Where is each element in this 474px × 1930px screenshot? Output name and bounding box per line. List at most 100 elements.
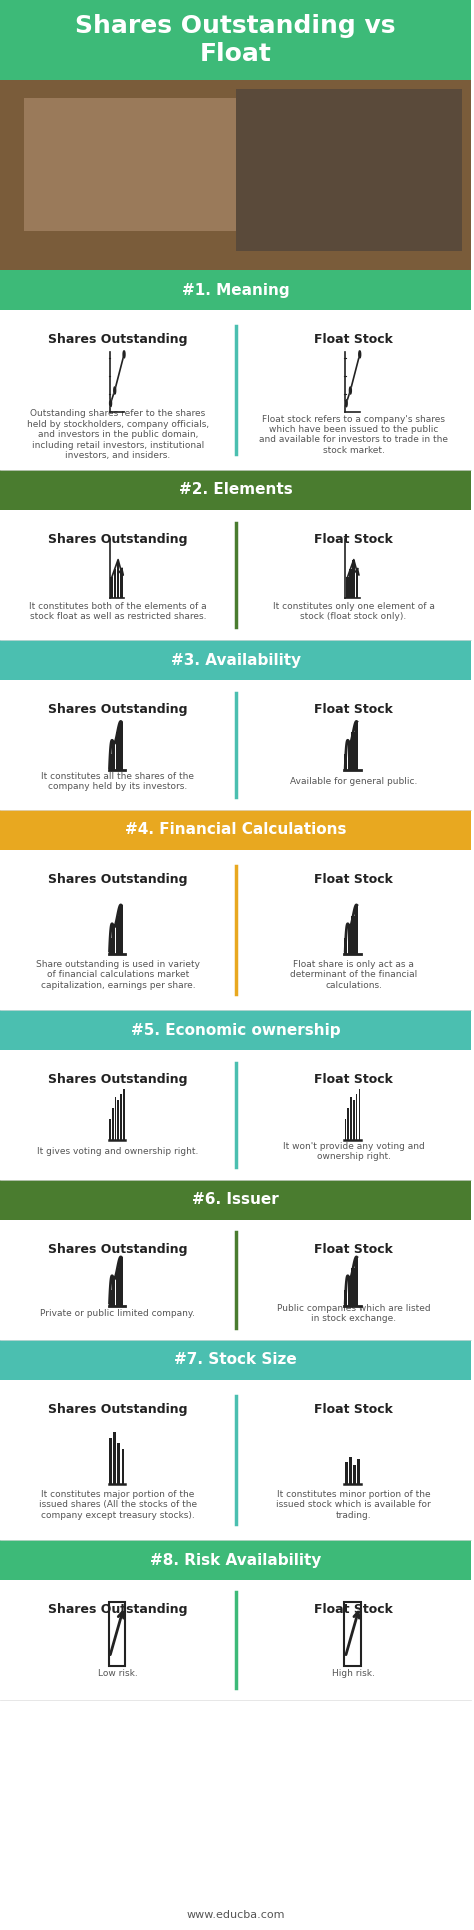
- Bar: [119, 905, 123, 953]
- Circle shape: [123, 351, 125, 357]
- Text: Private or public limited company.: Private or public limited company.: [40, 1309, 195, 1318]
- Bar: [236, 89, 462, 251]
- Bar: [356, 1094, 357, 1141]
- Text: It constitutes minor portion of the
issued stock which is available for
trading.: It constitutes minor portion of the issu…: [276, 1490, 431, 1519]
- Text: #8. Risk Availability: #8. Risk Availability: [150, 1552, 321, 1567]
- Bar: [349, 1457, 352, 1484]
- Text: Float Stock: Float Stock: [314, 872, 393, 886]
- Bar: [348, 1280, 351, 1307]
- Bar: [348, 743, 351, 770]
- Bar: [112, 1280, 116, 1307]
- Bar: [0, 0, 471, 79]
- Bar: [123, 1089, 125, 1141]
- Bar: [355, 905, 358, 953]
- Bar: [112, 926, 116, 953]
- Bar: [344, 1602, 361, 1666]
- Bar: [350, 1096, 352, 1141]
- Circle shape: [346, 400, 347, 407]
- Text: Share outstanding is used in variety
of financial calculations market
capitaliza: Share outstanding is used in variety of …: [36, 959, 200, 990]
- Bar: [345, 1119, 346, 1141]
- Text: Shares Outstanding: Shares Outstanding: [48, 1243, 188, 1256]
- Bar: [109, 1438, 112, 1484]
- Bar: [0, 1179, 471, 1220]
- Bar: [0, 811, 471, 849]
- Text: It won't provide any voting and
ownership right.: It won't provide any voting and ownershi…: [283, 1143, 424, 1162]
- Bar: [349, 569, 352, 598]
- Text: Shares Outstanding: Shares Outstanding: [48, 1073, 188, 1087]
- Text: Shares Outstanding: Shares Outstanding: [48, 872, 188, 886]
- Text: It constitutes major portion of the
issued shares (All the stocks of the
company: It constitutes major portion of the issu…: [39, 1490, 197, 1519]
- Bar: [24, 98, 236, 232]
- Bar: [109, 1289, 112, 1307]
- Bar: [351, 1268, 355, 1307]
- Bar: [0, 79, 471, 270]
- Bar: [0, 471, 471, 510]
- Text: www.educba.com: www.educba.com: [186, 1909, 285, 1920]
- Bar: [109, 1602, 125, 1666]
- Bar: [116, 917, 119, 953]
- Bar: [353, 1100, 355, 1141]
- Bar: [109, 938, 112, 953]
- Bar: [119, 1256, 123, 1307]
- Bar: [0, 1050, 471, 1179]
- Bar: [355, 722, 358, 770]
- Bar: [0, 679, 471, 811]
- Text: It constitutes only one element of a
stock (float stock only).: It constitutes only one element of a sto…: [273, 602, 435, 621]
- Bar: [0, 849, 471, 1009]
- Bar: [0, 1339, 471, 1380]
- Bar: [112, 1108, 113, 1141]
- Text: Low risk.: Low risk.: [98, 1669, 138, 1677]
- Bar: [116, 1268, 119, 1307]
- Bar: [0, 311, 471, 471]
- Bar: [353, 560, 355, 598]
- Bar: [0, 1581, 471, 1700]
- Bar: [345, 1463, 347, 1484]
- Bar: [116, 733, 119, 770]
- Circle shape: [349, 388, 351, 394]
- Bar: [110, 577, 113, 598]
- Text: Shares Outstanding: Shares Outstanding: [48, 533, 188, 546]
- Text: #2. Elements: #2. Elements: [179, 482, 292, 498]
- Bar: [115, 1096, 116, 1141]
- Bar: [353, 1465, 356, 1484]
- Bar: [0, 1540, 471, 1581]
- Text: Shares Outstanding: Shares Outstanding: [48, 703, 188, 716]
- Text: Float Stock: Float Stock: [314, 533, 393, 546]
- Bar: [357, 1459, 360, 1484]
- Text: Float Stock: Float Stock: [314, 1073, 393, 1087]
- Bar: [358, 1089, 360, 1141]
- Text: Float share is only act as a
determinant of the financial
calculations.: Float share is only act as a determinant…: [290, 959, 417, 990]
- Text: It constitutes all the shares of the
company held by its investors.: It constitutes all the shares of the com…: [41, 772, 194, 791]
- Bar: [351, 917, 355, 953]
- Bar: [120, 1094, 122, 1141]
- Bar: [356, 571, 358, 598]
- Text: Float Stock: Float Stock: [314, 1604, 393, 1615]
- Bar: [344, 938, 347, 953]
- Text: Float Stock: Float Stock: [314, 1243, 393, 1256]
- Circle shape: [359, 351, 361, 357]
- Bar: [0, 641, 471, 679]
- Text: #6. Issuer: #6. Issuer: [192, 1193, 279, 1208]
- Bar: [0, 1380, 471, 1540]
- Text: #1. Meaning: #1. Meaning: [182, 282, 290, 297]
- Text: Float Stock: Float Stock: [314, 1403, 393, 1417]
- Text: #7. Stock Size: #7. Stock Size: [174, 1353, 297, 1368]
- Bar: [109, 1119, 111, 1141]
- Text: Shares Outstanding: Shares Outstanding: [48, 1604, 188, 1615]
- Text: Available for general public.: Available for general public.: [290, 778, 417, 786]
- Text: Shares Outstanding: Shares Outstanding: [48, 334, 188, 345]
- Bar: [344, 1289, 347, 1307]
- Circle shape: [110, 400, 111, 407]
- Bar: [118, 1100, 119, 1141]
- Circle shape: [114, 388, 116, 394]
- Text: Shares Outstanding: Shares Outstanding: [48, 1403, 188, 1417]
- Bar: [119, 722, 123, 770]
- Bar: [0, 270, 471, 311]
- Text: Public companies which are listed
in stock exchange.: Public companies which are listed in sto…: [277, 1305, 430, 1324]
- Bar: [122, 1449, 124, 1484]
- Bar: [0, 1009, 471, 1050]
- Bar: [346, 577, 349, 598]
- Text: Float Stock: Float Stock: [314, 703, 393, 716]
- Text: It constitutes both of the elements of a
stock float as well as restricted share: It constitutes both of the elements of a…: [29, 602, 207, 621]
- Text: #3. Availability: #3. Availability: [171, 652, 301, 668]
